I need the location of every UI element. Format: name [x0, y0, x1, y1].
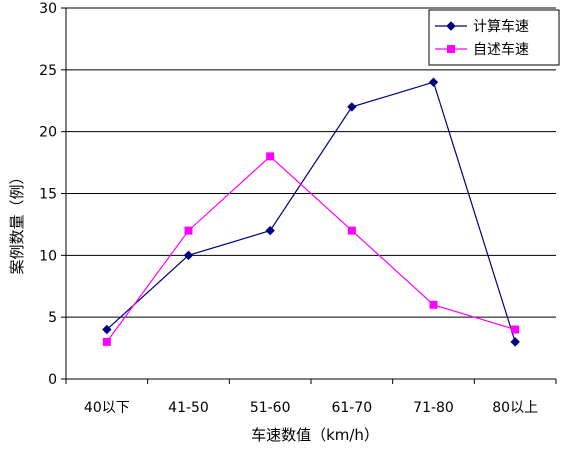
data-point [183, 250, 194, 261]
x-tick-label: 80以上 [492, 400, 538, 416]
data-point [265, 225, 275, 236]
legend-box [428, 9, 560, 66]
data-point [266, 152, 275, 161]
data-point [510, 337, 520, 347]
y-tick-label: 15 [39, 187, 57, 203]
data-point [347, 102, 357, 112]
x-tick-label: 71-80 [413, 400, 454, 416]
legend-marker [447, 45, 455, 53]
y-tick-label: 0 [48, 372, 57, 388]
x-tick-label: 51-60 [250, 400, 291, 416]
y-tick-label: 5 [48, 310, 57, 326]
series-2 [102, 152, 520, 346]
series-layer [102, 77, 520, 347]
x-tick-labels: 40以下 41-50 51-60 61-70 71-80 80以上 [84, 400, 538, 416]
legend-label: 计算车速 [473, 18, 529, 35]
data-point [184, 226, 193, 235]
y-tick-label: 20 [39, 125, 57, 141]
data-point [102, 324, 112, 335]
y-tick-label: 10 [39, 248, 57, 264]
data-point [428, 77, 439, 87]
series-1 [102, 77, 520, 347]
series-line [106, 155, 516, 343]
y-tick-label: 25 [39, 63, 57, 79]
data-point [347, 226, 356, 235]
y-axis-label: 案例数量（例） [8, 169, 26, 274]
x-tick-label: 41-50 [168, 400, 209, 416]
legend-marker [446, 21, 456, 31]
legend-item: 自述车速 [435, 41, 529, 58]
axes [61, 7, 557, 384]
data-point [429, 300, 438, 309]
legend-item: 计算车速 [435, 18, 529, 35]
data-point [102, 337, 111, 346]
x-tick-label: 61-70 [331, 400, 372, 416]
y-tick-label: 30 [39, 1, 57, 17]
data-point [511, 325, 520, 334]
x-axis-label: 车速数值（km/h） [251, 426, 379, 444]
x-tick-label: 40以下 [84, 400, 130, 416]
series-line [106, 81, 516, 343]
legend-label: 自述车速 [473, 41, 529, 58]
gridlines [66, 7, 556, 380]
y-tick-labels: 0 5 10 15 20 25 30 [39, 1, 57, 388]
